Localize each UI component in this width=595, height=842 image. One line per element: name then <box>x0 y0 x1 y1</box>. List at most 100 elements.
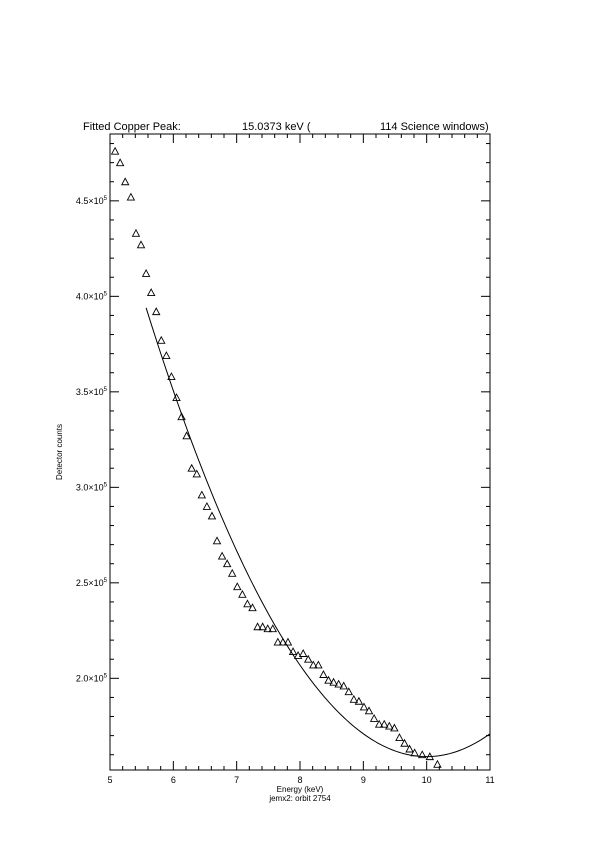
x-axis-label: Energy (keV) <box>277 785 324 794</box>
data-point-triangle <box>217 551 227 560</box>
data-point-triangle <box>405 744 414 753</box>
data-point-triangle <box>339 681 348 690</box>
data-point-triangle <box>126 192 136 201</box>
data-point-triangle <box>303 654 313 663</box>
x-tick-labels: 5 6 7 8 9 10 11 <box>107 775 494 785</box>
y-tick-label: 2.5×105 <box>76 578 108 588</box>
data-point-triangle <box>263 624 272 633</box>
data-point-triangle <box>400 738 409 747</box>
chart-title-part-3: 114 Science windows) <box>380 121 489 133</box>
y-tick-exponent: 5 <box>104 387 108 393</box>
data-point-triangle <box>273 637 283 646</box>
data-point-triangle <box>197 490 207 499</box>
data-point-triangle <box>344 687 354 696</box>
x-tick-label: 9 <box>361 775 366 785</box>
data-point-triangle <box>238 589 247 598</box>
data-point-triangle <box>233 582 242 591</box>
data-point-triangle <box>222 559 232 568</box>
y-tick-mantissa: 4.0×10 <box>76 291 104 301</box>
x-tick-label: 5 <box>107 775 112 785</box>
data-point-triangle <box>369 713 379 722</box>
data-point-triangle <box>192 469 202 478</box>
y-tick-label: 4.0×105 <box>76 291 108 301</box>
y-tick-mantissa: 4.5×10 <box>76 196 104 206</box>
data-point-triangle <box>248 603 257 612</box>
data-point-triangle <box>395 733 404 741</box>
data-point-triangle <box>146 288 156 296</box>
y-tick-mantissa: 3.5×10 <box>76 387 104 397</box>
y-tick-exponent: 5 <box>104 291 108 297</box>
data-point-triangle <box>115 158 125 167</box>
data-point-triangle <box>187 463 196 472</box>
data-point-triangle <box>227 568 237 577</box>
data-point-triangle <box>172 393 181 402</box>
data-point-triangle <box>390 723 399 732</box>
y-tick-mantissa: 3.0×10 <box>76 482 104 492</box>
data-points <box>110 146 442 768</box>
data-point-triangle <box>258 622 267 631</box>
y-tick-exponent: 5 <box>104 482 108 488</box>
data-point-triangle <box>110 146 120 155</box>
data-point-triangle <box>182 431 191 440</box>
data-point-triangle <box>425 752 435 761</box>
axis-ticks <box>109 134 491 770</box>
data-point-triangle <box>167 372 176 381</box>
data-point-triangle <box>354 696 364 705</box>
chart-title-part-1: Fitted Copper Peak: <box>83 121 181 133</box>
data-point-triangle <box>243 599 252 608</box>
data-point-triangle <box>329 677 338 686</box>
data-point-triangle <box>157 335 166 344</box>
data-point-triangle <box>364 706 374 715</box>
data-point-triangle <box>324 675 333 684</box>
data-point-triangle <box>298 649 308 657</box>
chart-title-part-2: 15.0373 keV ( <box>242 121 311 133</box>
data-point-triangle <box>131 228 141 237</box>
data-point-triangle <box>433 759 442 768</box>
plot-frame <box>109 133 491 771</box>
y-tick-labels: 2.0×1052.5×1053.0×1053.5×1054.0×1054.5×1… <box>76 196 108 683</box>
y-tick-label: 4.5×105 <box>76 196 108 206</box>
x-tick-label: 11 <box>485 775 494 785</box>
data-point-triangle <box>410 748 419 757</box>
data-point-triangle <box>141 268 151 277</box>
data-point-triangle <box>349 694 359 703</box>
data-point-triangle <box>268 624 278 633</box>
y-tick-label: 3.5×105 <box>76 387 108 397</box>
y-tick-label: 3.0×105 <box>76 482 108 492</box>
x-tick-label: 7 <box>234 775 239 785</box>
data-point-triangle <box>202 501 212 510</box>
y-tick-exponent: 5 <box>104 578 108 584</box>
data-point-triangle <box>417 750 427 759</box>
fit-curve-group <box>145 307 491 758</box>
x-tick-label: 8 <box>297 775 302 785</box>
y-tick-label: 2.0×105 <box>76 673 108 683</box>
data-point-triangle <box>374 719 384 728</box>
data-point-triangle <box>314 660 323 669</box>
data-point-triangle <box>212 536 222 545</box>
data-point-triangle <box>359 702 369 711</box>
data-point-triangle <box>177 412 186 421</box>
x-tick-label: 10 <box>422 775 432 785</box>
data-point-triangle <box>151 307 161 316</box>
data-point-triangle <box>253 622 262 631</box>
y-tick-mantissa: 2.5×10 <box>76 578 104 588</box>
y-tick-mantissa: 2.0×10 <box>76 673 104 683</box>
data-point-triangle <box>288 647 298 656</box>
data-point-triangle <box>309 660 318 669</box>
x-tick-label: 6 <box>171 775 176 785</box>
data-point-triangle <box>334 679 343 688</box>
data-point-triangle <box>283 637 293 646</box>
chart-subtitle: jemx2: orbit 2754 <box>268 794 331 803</box>
data-point-triangle <box>293 650 303 659</box>
y-tick-exponent: 5 <box>104 196 108 202</box>
data-point-triangle <box>379 719 389 728</box>
data-point-triangle <box>278 637 288 646</box>
data-point-triangle <box>120 177 130 186</box>
data-point-triangle <box>385 721 394 730</box>
y-axis-label: Detector counts <box>55 424 64 480</box>
data-point-triangle <box>162 351 171 359</box>
data-point-triangle <box>319 670 328 678</box>
data-point-triangle <box>136 240 146 249</box>
